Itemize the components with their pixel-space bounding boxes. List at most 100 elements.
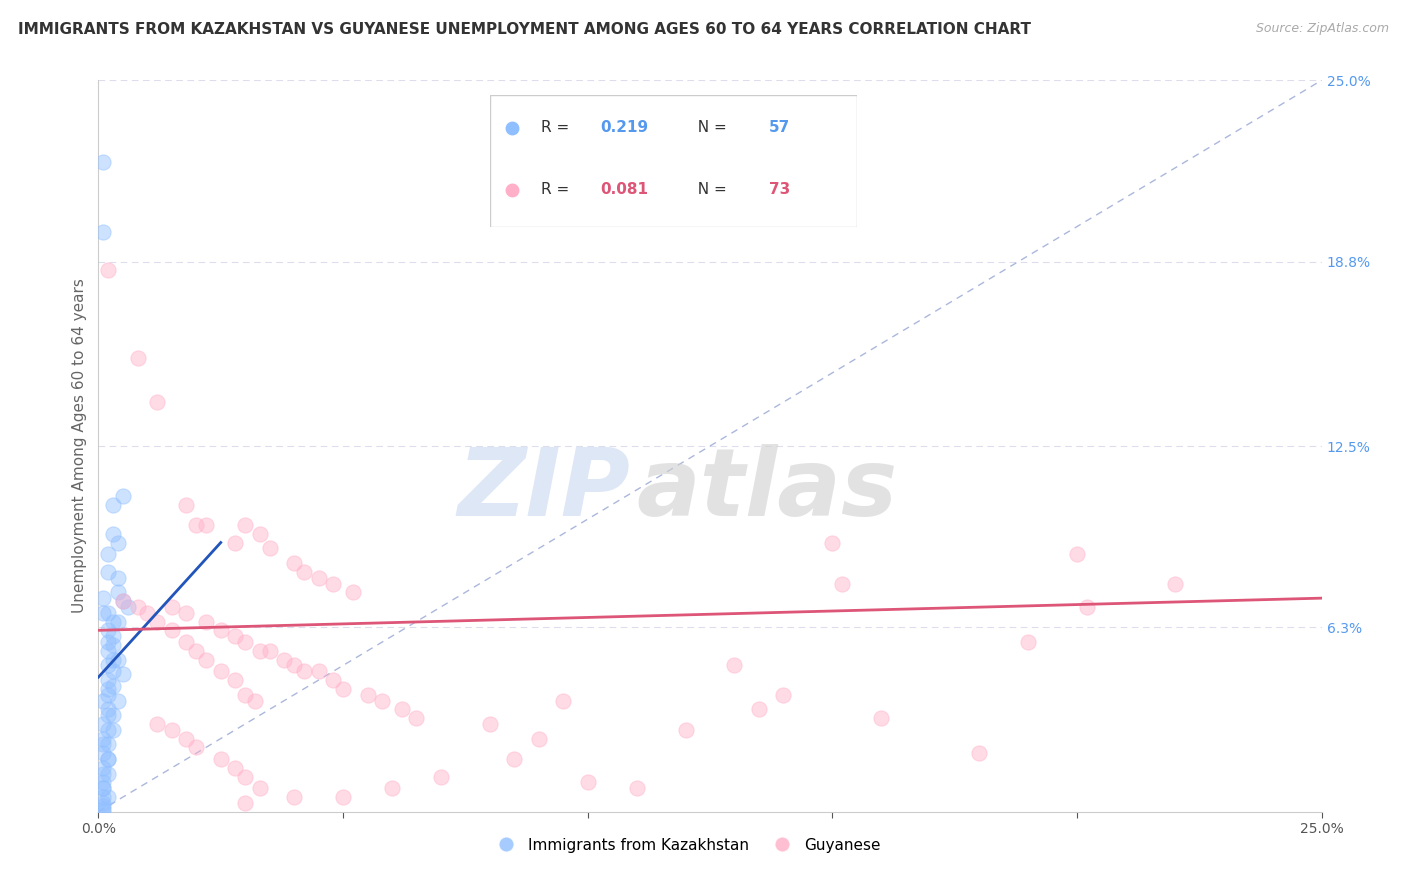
Point bbox=[107, 693, 129, 707]
Point bbox=[332, 681, 354, 696]
Point bbox=[576, 775, 599, 789]
Point bbox=[101, 679, 124, 693]
Point bbox=[308, 665, 330, 679]
Point bbox=[97, 547, 120, 561]
Point bbox=[97, 708, 120, 723]
Point bbox=[97, 681, 120, 696]
Point bbox=[91, 226, 114, 240]
Point bbox=[553, 693, 575, 707]
Point bbox=[101, 629, 124, 643]
Point bbox=[91, 738, 114, 752]
Point bbox=[332, 790, 354, 805]
Point bbox=[1017, 635, 1039, 649]
Point bbox=[224, 673, 246, 687]
Point bbox=[97, 644, 120, 658]
Point bbox=[233, 688, 256, 702]
Point bbox=[160, 723, 183, 737]
Text: ZIP: ZIP bbox=[457, 444, 630, 536]
Point bbox=[111, 489, 134, 503]
Point bbox=[283, 658, 305, 673]
Point bbox=[91, 761, 114, 775]
Point bbox=[209, 752, 232, 766]
Point bbox=[101, 526, 124, 541]
Point bbox=[107, 652, 129, 666]
Point bbox=[91, 591, 114, 606]
Point bbox=[405, 711, 427, 725]
Point bbox=[322, 673, 344, 687]
Point bbox=[91, 717, 114, 731]
Point bbox=[209, 624, 232, 638]
Point bbox=[91, 766, 114, 780]
Point bbox=[97, 766, 120, 780]
Point bbox=[101, 615, 124, 629]
Point bbox=[626, 781, 648, 796]
Point bbox=[821, 535, 844, 549]
Point bbox=[233, 635, 256, 649]
Point bbox=[186, 740, 208, 755]
Point bbox=[1164, 576, 1187, 591]
Point bbox=[91, 155, 114, 169]
Point bbox=[224, 629, 246, 643]
Point bbox=[160, 624, 183, 638]
Point bbox=[91, 746, 114, 760]
Point bbox=[146, 615, 169, 629]
Point bbox=[97, 688, 120, 702]
Point bbox=[97, 263, 120, 277]
Point bbox=[146, 717, 169, 731]
Point bbox=[101, 665, 124, 679]
Text: IMMIGRANTS FROM KAZAKHSTAN VS GUYANESE UNEMPLOYMENT AMONG AGES 60 TO 64 YEARS CO: IMMIGRANTS FROM KAZAKHSTAN VS GUYANESE U… bbox=[18, 22, 1031, 37]
Point bbox=[91, 606, 114, 620]
Point bbox=[127, 351, 149, 366]
Point bbox=[91, 790, 114, 805]
Point bbox=[249, 781, 271, 796]
Point bbox=[91, 798, 114, 813]
Point bbox=[748, 702, 770, 716]
Point bbox=[209, 665, 232, 679]
Point bbox=[97, 738, 120, 752]
Point bbox=[233, 770, 256, 784]
Point bbox=[356, 688, 378, 702]
Point bbox=[391, 702, 413, 716]
Point bbox=[233, 796, 256, 810]
Point bbox=[243, 693, 266, 707]
Point bbox=[107, 571, 129, 585]
Y-axis label: Unemployment Among Ages 60 to 64 years: Unemployment Among Ages 60 to 64 years bbox=[72, 278, 87, 614]
Point bbox=[101, 498, 124, 512]
Point bbox=[772, 688, 794, 702]
Point bbox=[195, 652, 218, 666]
Point bbox=[527, 731, 550, 746]
Point bbox=[283, 790, 305, 805]
Point bbox=[186, 518, 208, 533]
Point bbox=[381, 781, 404, 796]
Point bbox=[723, 658, 745, 673]
Point bbox=[97, 624, 120, 638]
Point bbox=[322, 576, 344, 591]
Point bbox=[91, 802, 114, 816]
Point bbox=[342, 585, 364, 599]
Point bbox=[111, 594, 134, 608]
Point bbox=[107, 585, 129, 599]
Point bbox=[224, 761, 246, 775]
Point bbox=[97, 673, 120, 687]
Point bbox=[283, 556, 305, 570]
Point bbox=[91, 781, 114, 796]
Point bbox=[136, 606, 159, 620]
Point bbox=[107, 615, 129, 629]
Point bbox=[146, 395, 169, 409]
Point bbox=[111, 667, 134, 681]
Point bbox=[176, 606, 198, 620]
Point bbox=[259, 541, 281, 556]
Point bbox=[176, 731, 198, 746]
Point bbox=[97, 702, 120, 716]
Point bbox=[107, 535, 129, 549]
Point bbox=[101, 708, 124, 723]
Point bbox=[127, 599, 149, 614]
Point bbox=[967, 746, 990, 760]
Text: atlas: atlas bbox=[637, 444, 898, 536]
Point bbox=[503, 752, 526, 766]
Point bbox=[91, 775, 114, 789]
Point bbox=[831, 576, 853, 591]
Point bbox=[91, 805, 114, 819]
Point bbox=[478, 717, 501, 731]
Point bbox=[97, 790, 120, 805]
